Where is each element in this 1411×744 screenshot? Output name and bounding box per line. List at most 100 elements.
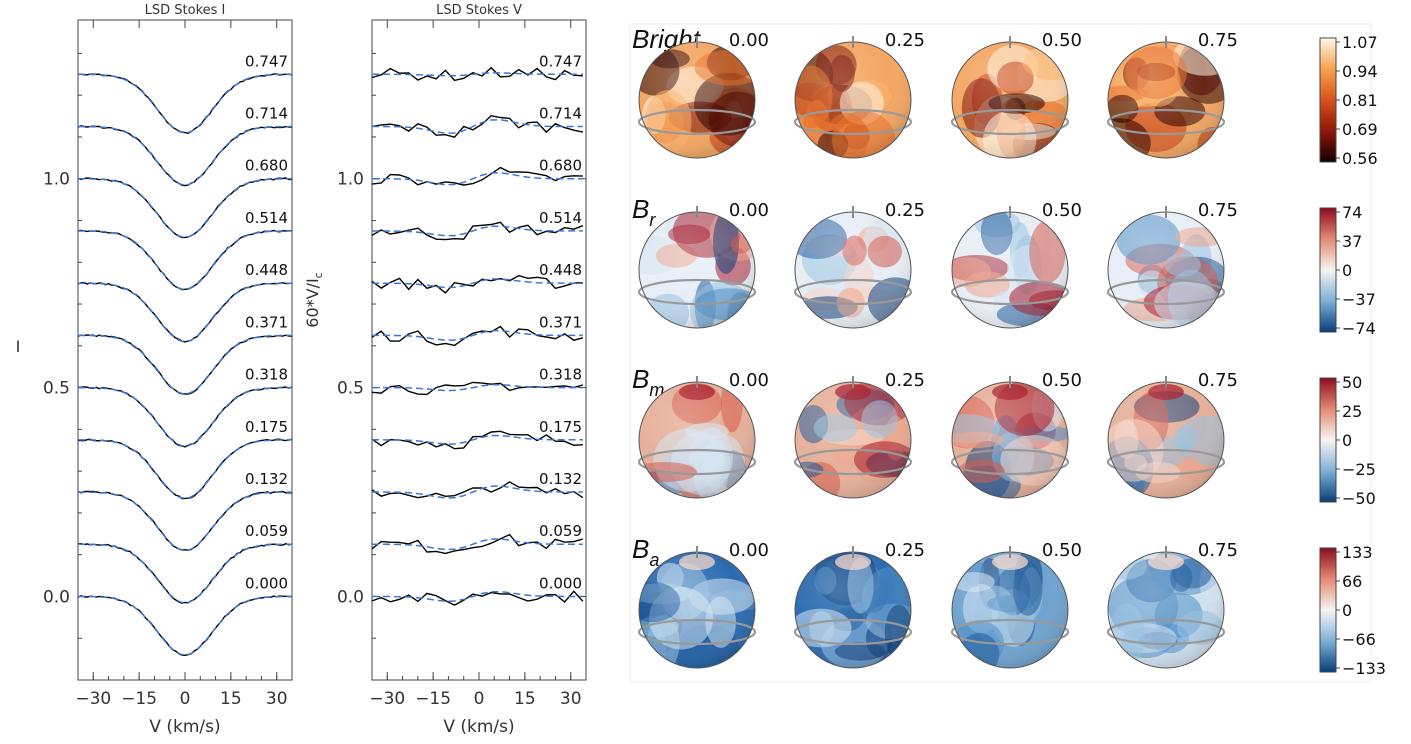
map-phase-label: 0.75 [1198,370,1238,391]
sphere-shading [952,212,1068,328]
stokes-v-x-axis-label: V (km/s) [443,717,514,737]
phase-label: 0.747 [539,52,582,70]
model-profile [372,72,583,77]
y-tick-label: 1.0 [43,170,70,190]
model-profile [372,119,583,134]
colorbar-tick-label: −37 [1342,290,1376,309]
observed-profile [77,125,293,187]
colorbar-tick-label: 1.07 [1342,33,1378,52]
sphere-shading [795,552,911,668]
phase-label: 0.175 [245,418,288,436]
observed-profile [77,281,293,343]
observed-profile [77,177,293,239]
x-tick-label: −15 [415,689,451,709]
stellar-surface-map [795,552,911,668]
x-tick-label: 0 [474,689,485,709]
stokes-i-y-axis-label: I [16,337,21,356]
model-profile [372,329,583,341]
model-profile [78,543,292,604]
colorbar [1319,37,1337,163]
equator-line [1106,278,1226,306]
colorbar [1319,377,1337,503]
stokes-i-x-axis-label: V (km/s) [149,717,220,737]
model-profile [372,383,583,392]
colorbar-tick-label: −74 [1342,319,1376,338]
phase-label: 0.448 [245,261,288,279]
equator-line [793,448,913,476]
x-tick-label: 30 [560,689,582,709]
equator-line [637,448,757,476]
stokes-v-title: LSD Stokes V [436,3,522,18]
equator-line [793,278,913,306]
stokes-v-y-axis-label: 60*V/Ic [303,272,325,327]
phase-label: 0.059 [245,522,288,540]
model-profile [78,334,292,395]
model-profile [78,282,292,343]
observed-profile [371,590,584,606]
y-tick-label: 0.0 [337,587,364,607]
phase-label: 0.371 [245,313,288,331]
map-phase-label: 0.50 [1042,370,1082,391]
phase-label: 0.132 [539,470,582,488]
colorbar-tick-label: −133 [1342,659,1386,678]
phase-label: 0.175 [539,418,582,436]
colorbar [1319,207,1337,333]
colorbar-tick-label: −25 [1342,460,1376,479]
equator-line [950,108,1070,136]
colorbar-tick-label: 66 [1342,572,1362,591]
stellar-surface-map [639,42,755,158]
equator-line [793,108,913,136]
phase-label: 0.680 [539,157,582,175]
phase-label: 0.132 [245,470,288,488]
stellar-surface-map [952,382,1068,498]
map-row-subscript: r [649,210,656,230]
x-tick-label: −30 [75,689,111,709]
equator-line [1106,108,1226,136]
x-tick-label: 15 [220,689,242,709]
map-phase-label: 0.25 [885,370,925,391]
stellar-surface-map [639,552,755,668]
sphere-shading [795,382,911,498]
stokes-v-panel: LSD Stokes V −30 −15 0 15 30 0.0 0.5 1.0 0.000… [303,3,587,737]
model-profile [372,278,583,289]
colorbar-tick-label: 25 [1342,402,1362,421]
map-phase-label: 0.00 [729,30,769,51]
colorbar-tick-label: 133 [1342,543,1373,562]
stokes-v-x-ticks: −30 −15 0 15 30 [369,20,587,709]
sphere-shading [639,42,755,158]
observed-profile [371,274,583,294]
phase-label: 0.059 [539,522,582,540]
stellar-surface-map [1108,382,1224,498]
colorbar-tick-label: 0 [1342,601,1352,620]
phase-label: 0.514 [245,209,288,227]
phase-label: 0.318 [539,366,582,384]
model-profile [77,125,293,186]
map-phase-label: 0.75 [1198,200,1238,221]
colorbar-tick-label: 0 [1342,431,1352,450]
lsd-profiles-figure: LSD Stokes I −30 −15 0 15 30 0.00.51.0 0.000… [16,3,587,737]
observed-profile [371,221,584,241]
observed-profile [77,490,293,551]
sphere-shading [639,212,755,328]
model-profile [78,178,292,238]
model-profile [78,230,292,291]
colorbar-tick-label: 50 [1342,373,1362,392]
model-profile [78,595,292,656]
stokes-v-y-ticks: 0.0 0.5 1.0 [337,52,586,639]
sphere-shading [1108,552,1224,668]
model-profile [372,590,583,602]
colorbar-tick-label: 0.94 [1342,62,1378,81]
sphere-shading [639,382,755,498]
sphere-shading [1108,42,1224,158]
observed-profile [77,542,293,604]
observed-profile [371,430,583,450]
equator-line [637,618,757,646]
colorbar [1319,547,1337,673]
map-phase-label: 0.75 [1198,30,1238,51]
colorbar-tick-label: 0.56 [1342,149,1378,168]
x-tick-label: 30 [266,689,288,709]
observed-profile [77,595,292,657]
equator-line [793,618,913,646]
x-tick-label: −15 [121,689,157,709]
sphere-shading [795,212,911,328]
